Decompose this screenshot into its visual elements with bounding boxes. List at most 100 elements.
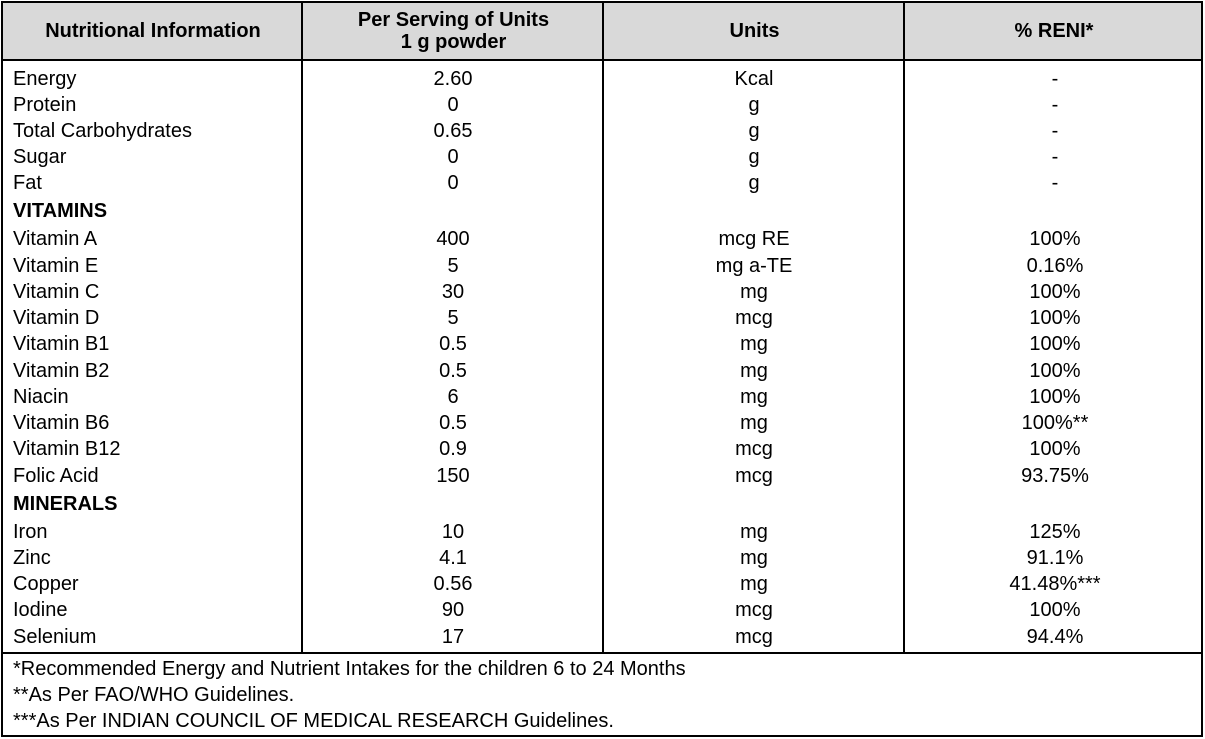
unit-value: mcg (735, 626, 773, 648)
per-serving-value: 5 (447, 307, 459, 329)
per-serving-value: 10 (441, 521, 465, 543)
table-body: Energy 2.60 Kcal - Protein 0 g - Total Carbohydr… (3, 61, 1201, 652)
reni-value: 100% (1029, 333, 1081, 355)
per-serving-value: 0 (447, 146, 459, 168)
reni-value: 100% (1029, 386, 1081, 408)
unit-value: mcg (735, 599, 773, 621)
table-row: Vitamin C 30 mg 100% (3, 279, 1201, 305)
table-row: Vitamin B12 0.9 mcg 100% (3, 436, 1201, 462)
per-serving-value: 0 (447, 94, 459, 116)
reni-value: 125% (1029, 521, 1081, 543)
unit-value: mg (740, 412, 768, 434)
nutrient-name: Total Carbohydrates (13, 120, 192, 142)
nutrient-name: Copper (13, 573, 79, 595)
table-row: Vitamin B6 0.5 mg 100%** (3, 410, 1201, 436)
unit-value: g (748, 94, 760, 116)
reni-value: - (1051, 172, 1059, 194)
unit-value: mcg (735, 307, 773, 329)
table-row: Selenium 17 mcg 94.4% (3, 624, 1201, 650)
reni-value: 91.1% (1026, 547, 1084, 569)
reni-value: 100% (1029, 281, 1081, 303)
nutrient-name: Selenium (13, 626, 97, 648)
nutrient-name: Vitamin C (13, 281, 100, 303)
header-reni: % RENI* (1014, 20, 1094, 42)
unit-value: g (748, 146, 760, 168)
reni-value: 100% (1029, 599, 1081, 621)
nutrient-name: Fat (13, 172, 42, 194)
table-row: Vitamin A 400 mcg RE 100% (3, 226, 1201, 252)
unit-value: mcg (735, 438, 773, 460)
unit-value: mcg RE (718, 228, 790, 250)
nutrient-name: Protein (13, 94, 77, 116)
header-per-serving-line2: 1 g powder (400, 31, 507, 53)
table-row: Vitamin B1 0.5 mg 100% (3, 331, 1201, 357)
header-nutritional-information: Nutritional Information (45, 20, 261, 42)
per-serving-value: 4.1 (439, 547, 467, 569)
header-per-serving-line1: Per Serving of Units (357, 9, 550, 31)
nutrient-name: Vitamin E (13, 255, 99, 277)
table-row: Copper 0.56 mg 41.48%*** (3, 571, 1201, 597)
section-minerals-label: MINERALS (13, 493, 118, 515)
table-row: Niacin 6 mg 100% (3, 384, 1201, 410)
footnote-reni: *Recommended Energy and Nutrient Intakes… (13, 658, 686, 680)
reni-value: 100% (1029, 307, 1081, 329)
nutrient-name: Vitamin B1 (13, 333, 110, 355)
table-row: Sugar 0 g - (3, 144, 1201, 170)
per-serving-value: 0.5 (439, 333, 467, 355)
column-divider (602, 3, 604, 652)
table-row: Vitamin E 5 mg a-TE 0.16% (3, 253, 1201, 279)
per-serving-value: 2.60 (433, 68, 473, 90)
header-per-serving: Per Serving of Units 1 g powder (303, 3, 604, 59)
table-row: Iodine 90 mcg 100% (3, 597, 1201, 623)
reni-value: - (1051, 146, 1059, 168)
unit-value: g (748, 120, 760, 142)
nutrient-name: Niacin (13, 386, 69, 408)
per-serving-value: 0.5 (439, 360, 467, 382)
unit-value: mg (740, 281, 768, 303)
nutrient-name: Iron (13, 521, 48, 543)
unit-value: mg a-TE (715, 255, 793, 277)
table-row: Zinc 4.1 mg 91.1% (3, 545, 1201, 571)
reni-value: - (1051, 94, 1059, 116)
per-serving-value: 0.56 (433, 573, 473, 595)
per-serving-value: 5 (447, 255, 459, 277)
per-serving-value: 0.5 (439, 412, 467, 434)
per-serving-value: 0 (447, 172, 459, 194)
reni-value: 100% (1029, 438, 1081, 460)
reni-value: 41.48%*** (1009, 573, 1101, 595)
nutrient-name: Sugar (13, 146, 67, 168)
per-serving-value: 400 (436, 228, 470, 250)
column-divider (903, 3, 905, 652)
footnote-icmr: ***As Per INDIAN COUNCIL OF MEDICAL RESE… (13, 710, 614, 732)
table-row: Iron 10 mg 125% (3, 519, 1201, 545)
unit-value: g (748, 172, 760, 194)
per-serving-value: 17 (441, 626, 465, 648)
unit-value: mg (740, 521, 768, 543)
table-row: Folic Acid 150 mcg 93.75% (3, 463, 1201, 489)
table-row: Vitamin D 5 mcg 100% (3, 305, 1201, 331)
unit-value: mg (740, 573, 768, 595)
nutrient-name: Zinc (13, 547, 51, 569)
reni-value: 100%** (1021, 412, 1089, 434)
table-row: Fat 0 g - (3, 170, 1201, 196)
reni-value: 100% (1029, 228, 1081, 250)
table-row: Vitamin B2 0.5 mg 100% (3, 358, 1201, 384)
nutrient-name: Folic Acid (13, 465, 99, 487)
nutrient-name: Vitamin B12 (13, 438, 121, 460)
unit-value: Kcal (734, 68, 774, 90)
nutrient-name: Vitamin B2 (13, 360, 110, 382)
section-vitamins: VITAMINS (3, 198, 1201, 224)
table-row: Total Carbohydrates 0.65 g - (3, 118, 1201, 144)
section-vitamins-label: VITAMINS (13, 200, 108, 222)
unit-value: mg (740, 386, 768, 408)
unit-value: mg (740, 360, 768, 382)
per-serving-value: 150 (436, 465, 470, 487)
footnotes: *Recommended Energy and Nutrient Intakes… (3, 652, 1201, 737)
nutrient-name: Vitamin D (13, 307, 100, 329)
nutrient-name: Vitamin B6 (13, 412, 110, 434)
unit-value: mcg (735, 465, 773, 487)
table-row: Energy 2.60 Kcal - (3, 66, 1201, 92)
reni-value: - (1051, 120, 1059, 142)
nutrient-name: Energy (13, 68, 77, 90)
